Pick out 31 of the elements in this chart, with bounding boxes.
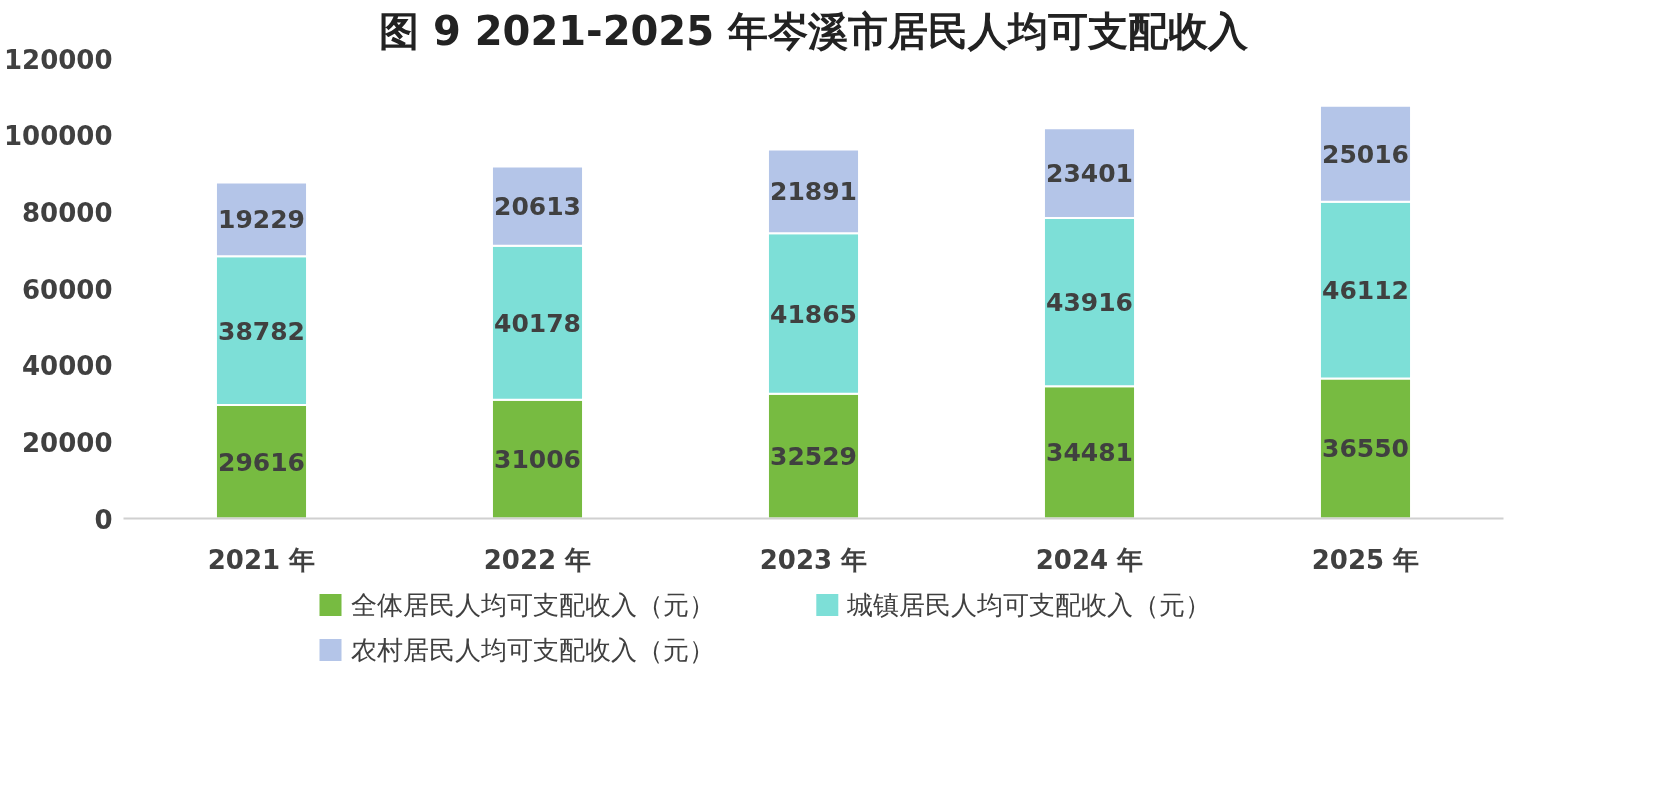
data-label: 20613: [494, 192, 581, 222]
y-tick-label: 60000: [22, 274, 113, 305]
y-tick-label: 120000: [3, 44, 113, 75]
legend-label: 全体居民人均可支配收入（元）: [350, 590, 715, 620]
legend-label: 城镇居民人均可支配收入（元）: [846, 590, 1212, 620]
legend-label: 农村居民人均可支配收入（元）: [350, 635, 715, 665]
x-tick-label: 2021 年: [207, 544, 316, 575]
data-label: 36550: [1322, 434, 1409, 464]
data-label: 21891: [770, 177, 857, 207]
y-tick-label: 80000: [22, 197, 113, 228]
data-label: 23401: [1046, 159, 1133, 189]
x-tick-label: 2022 年: [483, 544, 592, 575]
data-label: 46112: [1322, 276, 1409, 306]
data-label: 41865: [770, 299, 857, 329]
x-tick-label: 2023 年: [759, 544, 868, 575]
data-label: 29616: [218, 447, 305, 477]
x-tick-label: 2024 年: [1035, 544, 1144, 575]
data-label: 34481: [1046, 438, 1133, 468]
data-label: 19229: [218, 205, 305, 235]
data-label: 38782: [218, 316, 305, 346]
data-label: 43916: [1046, 288, 1133, 318]
data-label: 40178: [494, 308, 581, 338]
data-label: 31006: [494, 445, 581, 475]
y-tick-label: 0: [94, 504, 113, 535]
data-label: 25016: [1322, 139, 1409, 169]
y-tick-label: 20000: [22, 427, 113, 458]
y-tick-label: 40000: [22, 351, 113, 382]
x-tick-label: 2025 年: [1311, 544, 1420, 575]
chart-title: 图 9 2021-2025 年岑溪市居民人均可支配收入: [379, 7, 1249, 54]
y-tick-label: 100000: [3, 121, 113, 152]
data-label: 32529: [770, 442, 857, 472]
